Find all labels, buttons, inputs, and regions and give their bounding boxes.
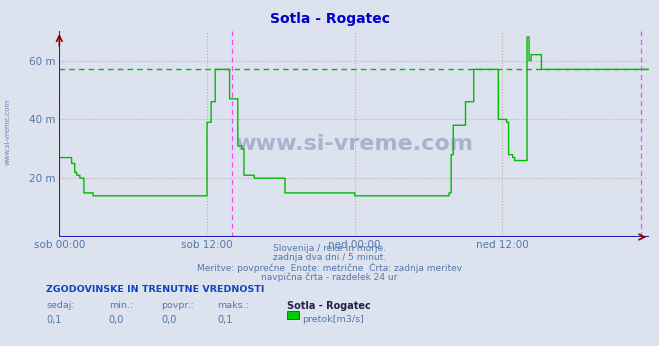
Text: Slovenija / reke in morje.: Slovenija / reke in morje. [273,244,386,253]
Text: www.si-vreme.com: www.si-vreme.com [235,134,473,154]
Text: 0,0: 0,0 [109,315,124,325]
Text: www.si-vreme.com: www.si-vreme.com [5,98,11,165]
Text: pretok[m3/s]: pretok[m3/s] [302,315,364,324]
Text: 0,0: 0,0 [161,315,177,325]
Text: sedaj:: sedaj: [46,301,74,310]
Text: Meritve: povprečne  Enote: metrične  Črta: zadnja meritev: Meritve: povprečne Enote: metrične Črta:… [197,263,462,273]
Text: ZGODOVINSKE IN TRENUTNE VREDNOSTI: ZGODOVINSKE IN TRENUTNE VREDNOSTI [46,285,264,294]
Text: min.:: min.: [109,301,133,310]
Text: maks.:: maks.: [217,301,249,310]
Text: Sotla - Rogatec: Sotla - Rogatec [287,301,370,311]
Text: Sotla - Rogatec: Sotla - Rogatec [270,12,389,26]
Text: 0,1: 0,1 [46,315,61,325]
Text: 0,1: 0,1 [217,315,233,325]
Text: zadnja dva dni / 5 minut.: zadnja dva dni / 5 minut. [273,253,386,262]
Text: navpična črta - razdelek 24 ur: navpična črta - razdelek 24 ur [262,272,397,282]
Text: povpr.:: povpr.: [161,301,194,310]
